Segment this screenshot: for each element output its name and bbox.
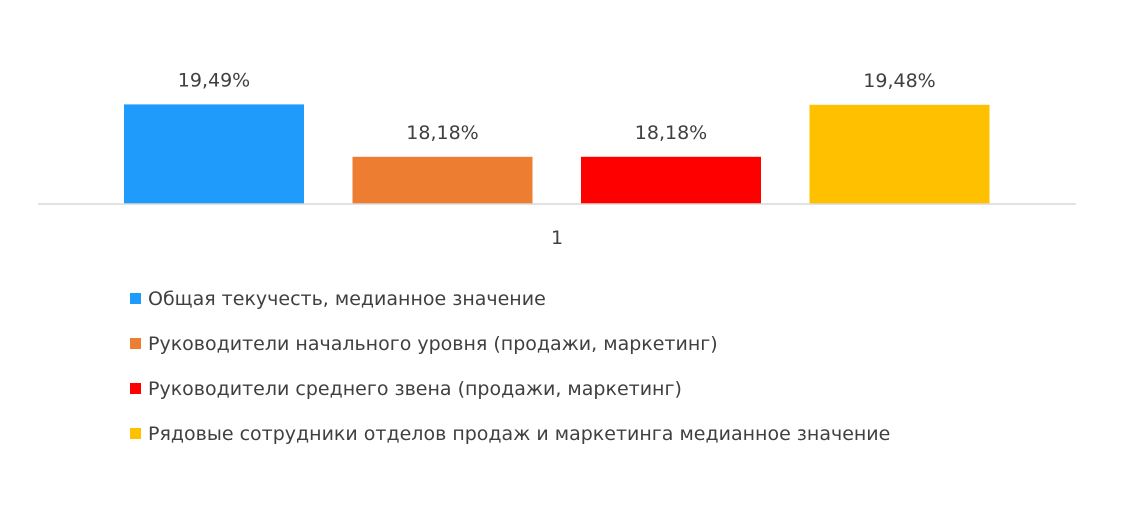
bar xyxy=(809,104,990,204)
legend-swatch xyxy=(130,293,141,304)
legend-swatch xyxy=(130,338,141,349)
data-label: 19,48% xyxy=(863,70,935,92)
data-label: 18,18% xyxy=(635,122,707,144)
bars-layer xyxy=(124,104,990,204)
legend-label: Руководители начального уровня (продажи,… xyxy=(148,332,718,355)
legend: Общая текучесть, медианное значение Руко… xyxy=(130,276,890,456)
legend-label: Руководители среднего звена (продажи, ма… xyxy=(148,377,682,400)
legend-swatch xyxy=(130,383,141,394)
bar xyxy=(124,104,304,204)
legend-label: Рядовые сотрудники отделов продаж и марк… xyxy=(148,422,891,445)
bar xyxy=(581,156,761,204)
legend-item: Общая текучесть, медианное значение xyxy=(130,276,890,321)
legend-item: Руководители среднего звена (продажи, ма… xyxy=(130,366,890,411)
data-label: 19,49% xyxy=(178,69,250,91)
legend-label: Общая текучесть, медианное значение xyxy=(148,287,546,310)
legend-item: Руководители начального уровня (продажи,… xyxy=(130,321,890,366)
legend-swatch xyxy=(130,428,141,439)
bar xyxy=(352,156,533,204)
legend-item: Рядовые сотрудники отделов продаж и марк… xyxy=(130,411,890,456)
data-labels-layer: 19,49% 18,18% 18,18% 19,48% xyxy=(178,69,936,143)
data-label: 18,18% xyxy=(406,122,478,144)
x-tick-label: 1 xyxy=(551,227,563,249)
